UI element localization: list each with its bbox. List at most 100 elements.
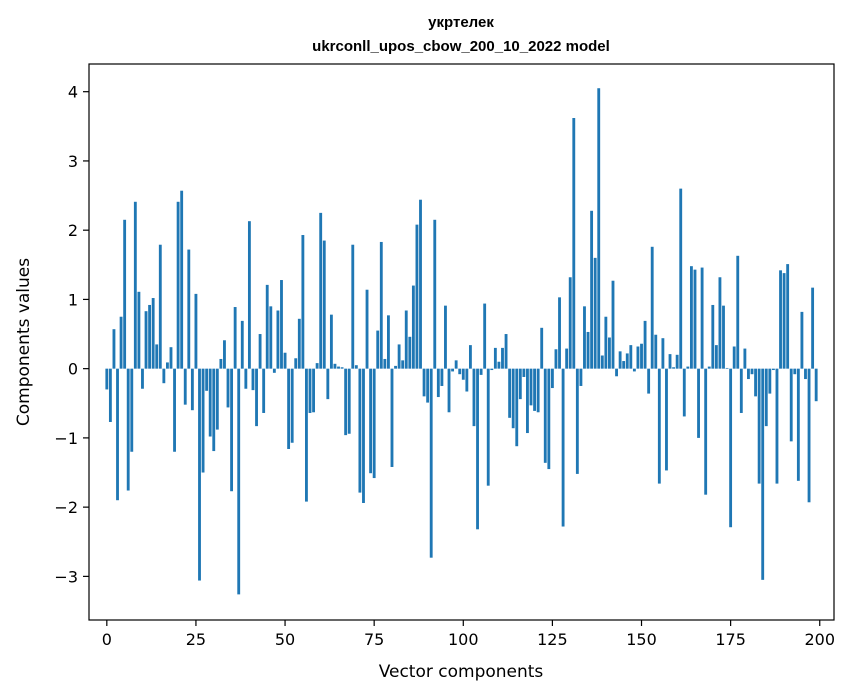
bar-132 [575,368,579,474]
bar-199 [814,368,818,402]
bar-70 [354,365,358,369]
x-tick-label: 150 [626,630,657,649]
bar-172 [718,277,722,369]
bar-114 [511,368,515,429]
y-axis-ticks: −3 −2 −1 0 1 2 3 4 [54,83,89,586]
bar-27 [201,368,205,473]
bar-92 [433,219,437,369]
bar-112 [504,334,508,369]
bar-195 [800,311,804,369]
bar-55 [301,235,305,369]
bar-43 [258,334,262,369]
bar-178 [739,368,743,413]
bar-42 [255,368,258,427]
bar-15 [158,244,162,369]
bar-149 [636,346,640,369]
bar-29 [208,368,212,437]
bar-163 [686,366,690,369]
bar-133 [579,368,583,386]
bar-3 [116,368,119,501]
bar-165 [693,269,697,369]
bar-107 [486,368,490,486]
plot-frame [88,63,835,621]
bar-59 [315,363,319,369]
bar-1 [108,368,112,422]
bar-191 [786,264,790,369]
bar-76 [376,330,380,369]
bar-37 [237,368,241,595]
bar-134 [583,306,586,369]
bar-129 [565,348,569,369]
bar-18 [169,347,173,369]
bar-146 [625,353,629,369]
bar-115 [515,368,519,447]
bar-138 [597,88,601,369]
bar-171 [714,345,718,369]
bar-98 [454,360,458,369]
bar-190 [782,273,786,369]
bar-52 [290,368,294,443]
bar-57 [308,368,312,413]
bar-7 [130,368,134,452]
bar-16 [162,368,166,384]
bar-158 [668,354,672,369]
y-axis-title: Components values [14,258,34,426]
bar-194 [796,368,800,481]
bar-97 [451,368,455,372]
y-tick-label: 0 [68,360,78,379]
bar-145 [622,361,626,369]
bar-170 [711,304,715,369]
bar-148 [632,368,636,372]
bar-53 [294,358,298,369]
bar-168 [704,368,708,495]
bar-90 [426,368,430,403]
bar-127 [558,297,561,369]
bar-56 [305,368,308,502]
bar-173 [722,305,725,369]
bar-79 [387,315,390,369]
bar-109 [493,347,497,369]
bar-103 [472,368,476,427]
bar-67 [344,368,348,436]
y-tick-label: 4 [68,83,78,102]
bar-123 [543,368,547,463]
bar-73 [365,289,369,369]
bar-175 [729,368,733,528]
bar-105 [479,368,483,375]
bar-137 [593,257,597,369]
bar-153 [650,246,654,369]
bar-143 [615,368,618,377]
bar-25 [194,293,198,369]
bar-193 [793,368,797,375]
bar-series [105,88,818,595]
bar-47 [272,368,276,373]
bar-95 [444,305,447,369]
bar-13 [151,298,155,369]
bar-154 [654,334,658,369]
bar-104 [476,368,479,530]
bar-101 [465,368,469,392]
bar-135 [586,331,590,369]
x-axis-ticks: 0 25 50 75 100 125 150 175 200 [102,620,835,649]
bar-117 [522,368,526,377]
bar-72 [362,368,365,503]
bar-58 [312,368,315,413]
x-tick-label: 50 [275,630,295,649]
bar-96 [447,368,451,413]
bar-9 [137,291,141,369]
bar-125 [550,368,554,389]
bar-62 [326,368,330,400]
bar-60 [319,212,323,369]
bar-102 [468,345,472,369]
bar-38 [240,320,244,369]
bar-164 [689,266,693,369]
chart-subtitle: ukrconll_upos_cbow_200_10_2022 model [312,38,610,55]
bar-24 [190,368,194,411]
bar-160 [675,354,679,369]
bar-88 [419,199,422,369]
bar-139 [600,355,604,369]
bar-155 [657,368,661,484]
bar-34 [226,368,230,408]
bar-130 [568,277,572,369]
